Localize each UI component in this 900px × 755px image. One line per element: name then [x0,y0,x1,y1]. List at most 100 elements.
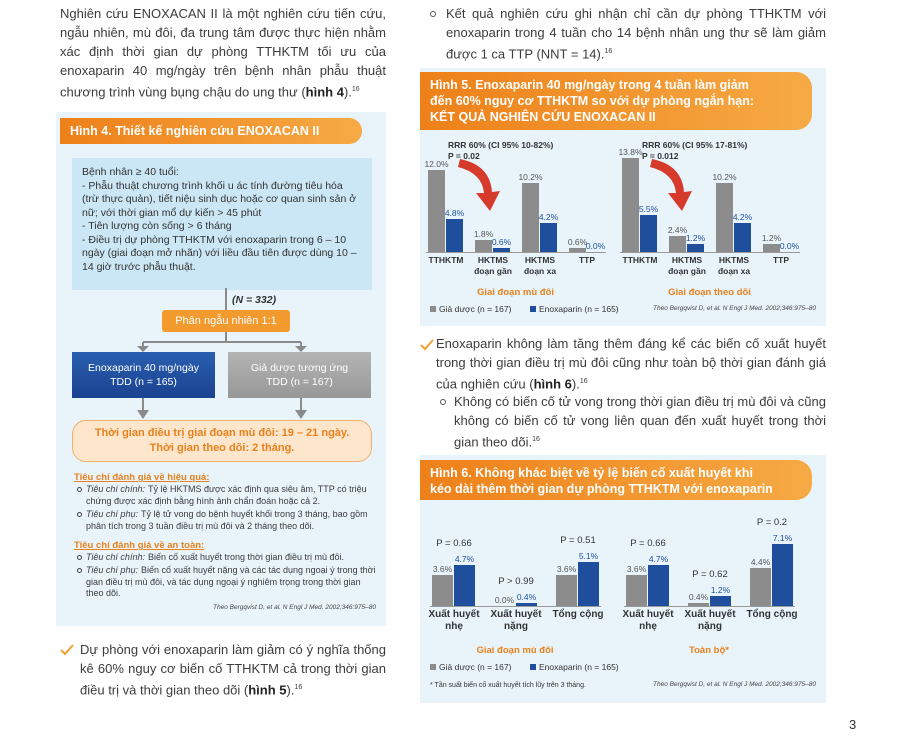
text: ). [343,84,352,100]
value-label: 0.4% [688,591,709,602]
sub-bullet: Kết quả nghiên cứu ghi nhận chỉ cần dự p… [446,4,826,63]
bar [763,243,780,252]
value-label: 0.0% [779,241,800,251]
value-label: 7.1% [772,533,793,544]
bar [687,243,704,252]
efficacy-item: Tiêu chí chính: Tỷ lệ HKTMS được xác định… [86,484,376,507]
page-number: 3 [849,717,857,732]
figure6-title: Hình 6. Không khác biệt về tỷ lệ biến cố… [420,460,812,500]
legend-label: Giả dược (n = 167) [439,304,512,314]
value-label: 3.6% [556,563,577,574]
value-label: 5.1% [578,550,599,561]
element [295,346,307,352]
value-label: 10.2% [712,171,737,182]
value-label: 0.0% [585,241,606,251]
label: Tiêu chí chính: [86,484,145,494]
bar [540,223,557,252]
bar [772,544,793,606]
value-label: 1.2% [685,232,706,243]
p-value: P > 0.99 [498,575,534,587]
element [420,339,434,351]
label: Tiêu chí chính: [86,552,145,562]
bar [522,182,539,252]
duration-box: Thời gian điều trị giai đoạn mù đôi: 19 … [72,420,372,462]
category-label: Xuất huyết nhẹ [622,609,674,632]
value-label: 4.8% [444,208,465,219]
bullet-marker [430,11,436,17]
legend-label: Enoxaparin (n = 165) [539,662,619,672]
ref: hình 4 [305,84,344,100]
p-value: P = 0.66 [630,538,666,550]
randomization-box: Phân ngẫu nhiên 1:1 [162,310,290,332]
value-label: 2.4% [667,224,688,235]
p-value: P = 0.2 [756,517,788,529]
legend-label: Enoxaparin (n = 165) [539,304,619,314]
criteria-item: - Phẫu thuật chương trình khối u ác tính… [82,179,357,219]
duration: Thời gian theo dõi: 2 tháng. [149,442,295,454]
baseline [430,606,601,607]
category-label: HKTMS đoạn xa [523,255,557,276]
intro-paragraph: Nghiên cứu ENOXACAN II là một nghiên cứu… [60,4,386,101]
bar [626,574,647,606]
bullet-marker [77,487,82,492]
reduction-arrows [458,159,692,211]
text: Không có biến cố tử vong trong thời gian… [454,394,826,450]
category-label: HKTMS đoạn gần [668,255,706,276]
ref: hình 5 [248,682,287,698]
legend-swatch [430,306,436,312]
element [137,346,307,419]
figure4-title: Hình 4. Thiết kế nghiên cứu ENOXACAN II [60,118,362,144]
text: Nghiên cứu ENOXACAN II là một nghiên cứu… [60,6,386,100]
element [650,159,692,211]
text: Biến cố xuất huyết nặng và các tác dụng … [86,565,376,598]
baseline [620,252,800,253]
text: Kết quả nghiên cứu ghi nhận chỉ cần dự p… [446,6,826,62]
legend-swatch [530,306,536,312]
criteria-box: Bệnh nhân ≥ 40 tuổi: - Phẫu thuật chương… [72,158,372,290]
value-label: 4.4% [750,556,771,567]
p-value: P = 0.66 [436,538,472,550]
bar [428,170,445,252]
criteria-item: - Điều trị dự phòng TTHKTM với enoxapari… [82,233,357,273]
label: Tiêu chí phụ: [86,565,138,575]
efficacy-item: Tiêu chí phụ: Tỷ lệ tử vong do bệnh huyết… [86,509,376,532]
panel-label: Giai đoạn mù đôi [476,645,554,656]
value-label: 13.8% [618,147,643,158]
category-label: Tổng cộng [746,609,798,620]
criteria-title: Bệnh nhân ≥ 40 tuổi: [82,166,179,178]
citation: 16 [532,436,540,443]
bar [556,574,577,606]
annotation: RRR 60% (CI 95% 17-81%) [642,140,748,150]
category-label: TTHKTM [428,255,464,265]
source: Theo Bergqvist D, et al. N Engl J Med. 2… [213,604,376,611]
value-label: 0.0% [494,595,515,605]
value-label: 0.6% [567,236,588,247]
ref: hình 6 [533,376,572,392]
bar [750,567,771,606]
bar [734,223,751,252]
value-label: 0.6% [491,236,512,247]
footnote: * Tần suất biến cố xuất huyết tích lũy t… [430,682,586,689]
bar [493,247,510,252]
bar [622,158,639,252]
citation: 16 [579,378,588,385]
flow-connectors [137,288,307,419]
check-icon [60,644,74,656]
annotation: RRR 60% (CI 95% 10-82%) [448,140,554,150]
legend-label: Giả dược (n = 167) [439,662,512,672]
bar [475,239,492,252]
category-label: HKTMS đoạn xa [717,255,751,276]
bar [578,561,599,606]
value-label: 3.6% [432,563,453,574]
element [458,159,692,211]
value-label: 4.2% [732,212,753,223]
text: ). [286,682,295,698]
efficacy-title: Tiêu chí đánh giá về hiệu quả: [74,472,210,483]
bar [716,182,733,252]
annotation: P = 0.012 [642,151,679,161]
p-value: P = 0.51 [560,534,596,546]
category-label: HKTMS đoạn gần [474,255,512,276]
text: Tỷ lệ HKTMS được xác định qua siêu âm, T… [86,484,367,506]
baseline [426,252,606,253]
